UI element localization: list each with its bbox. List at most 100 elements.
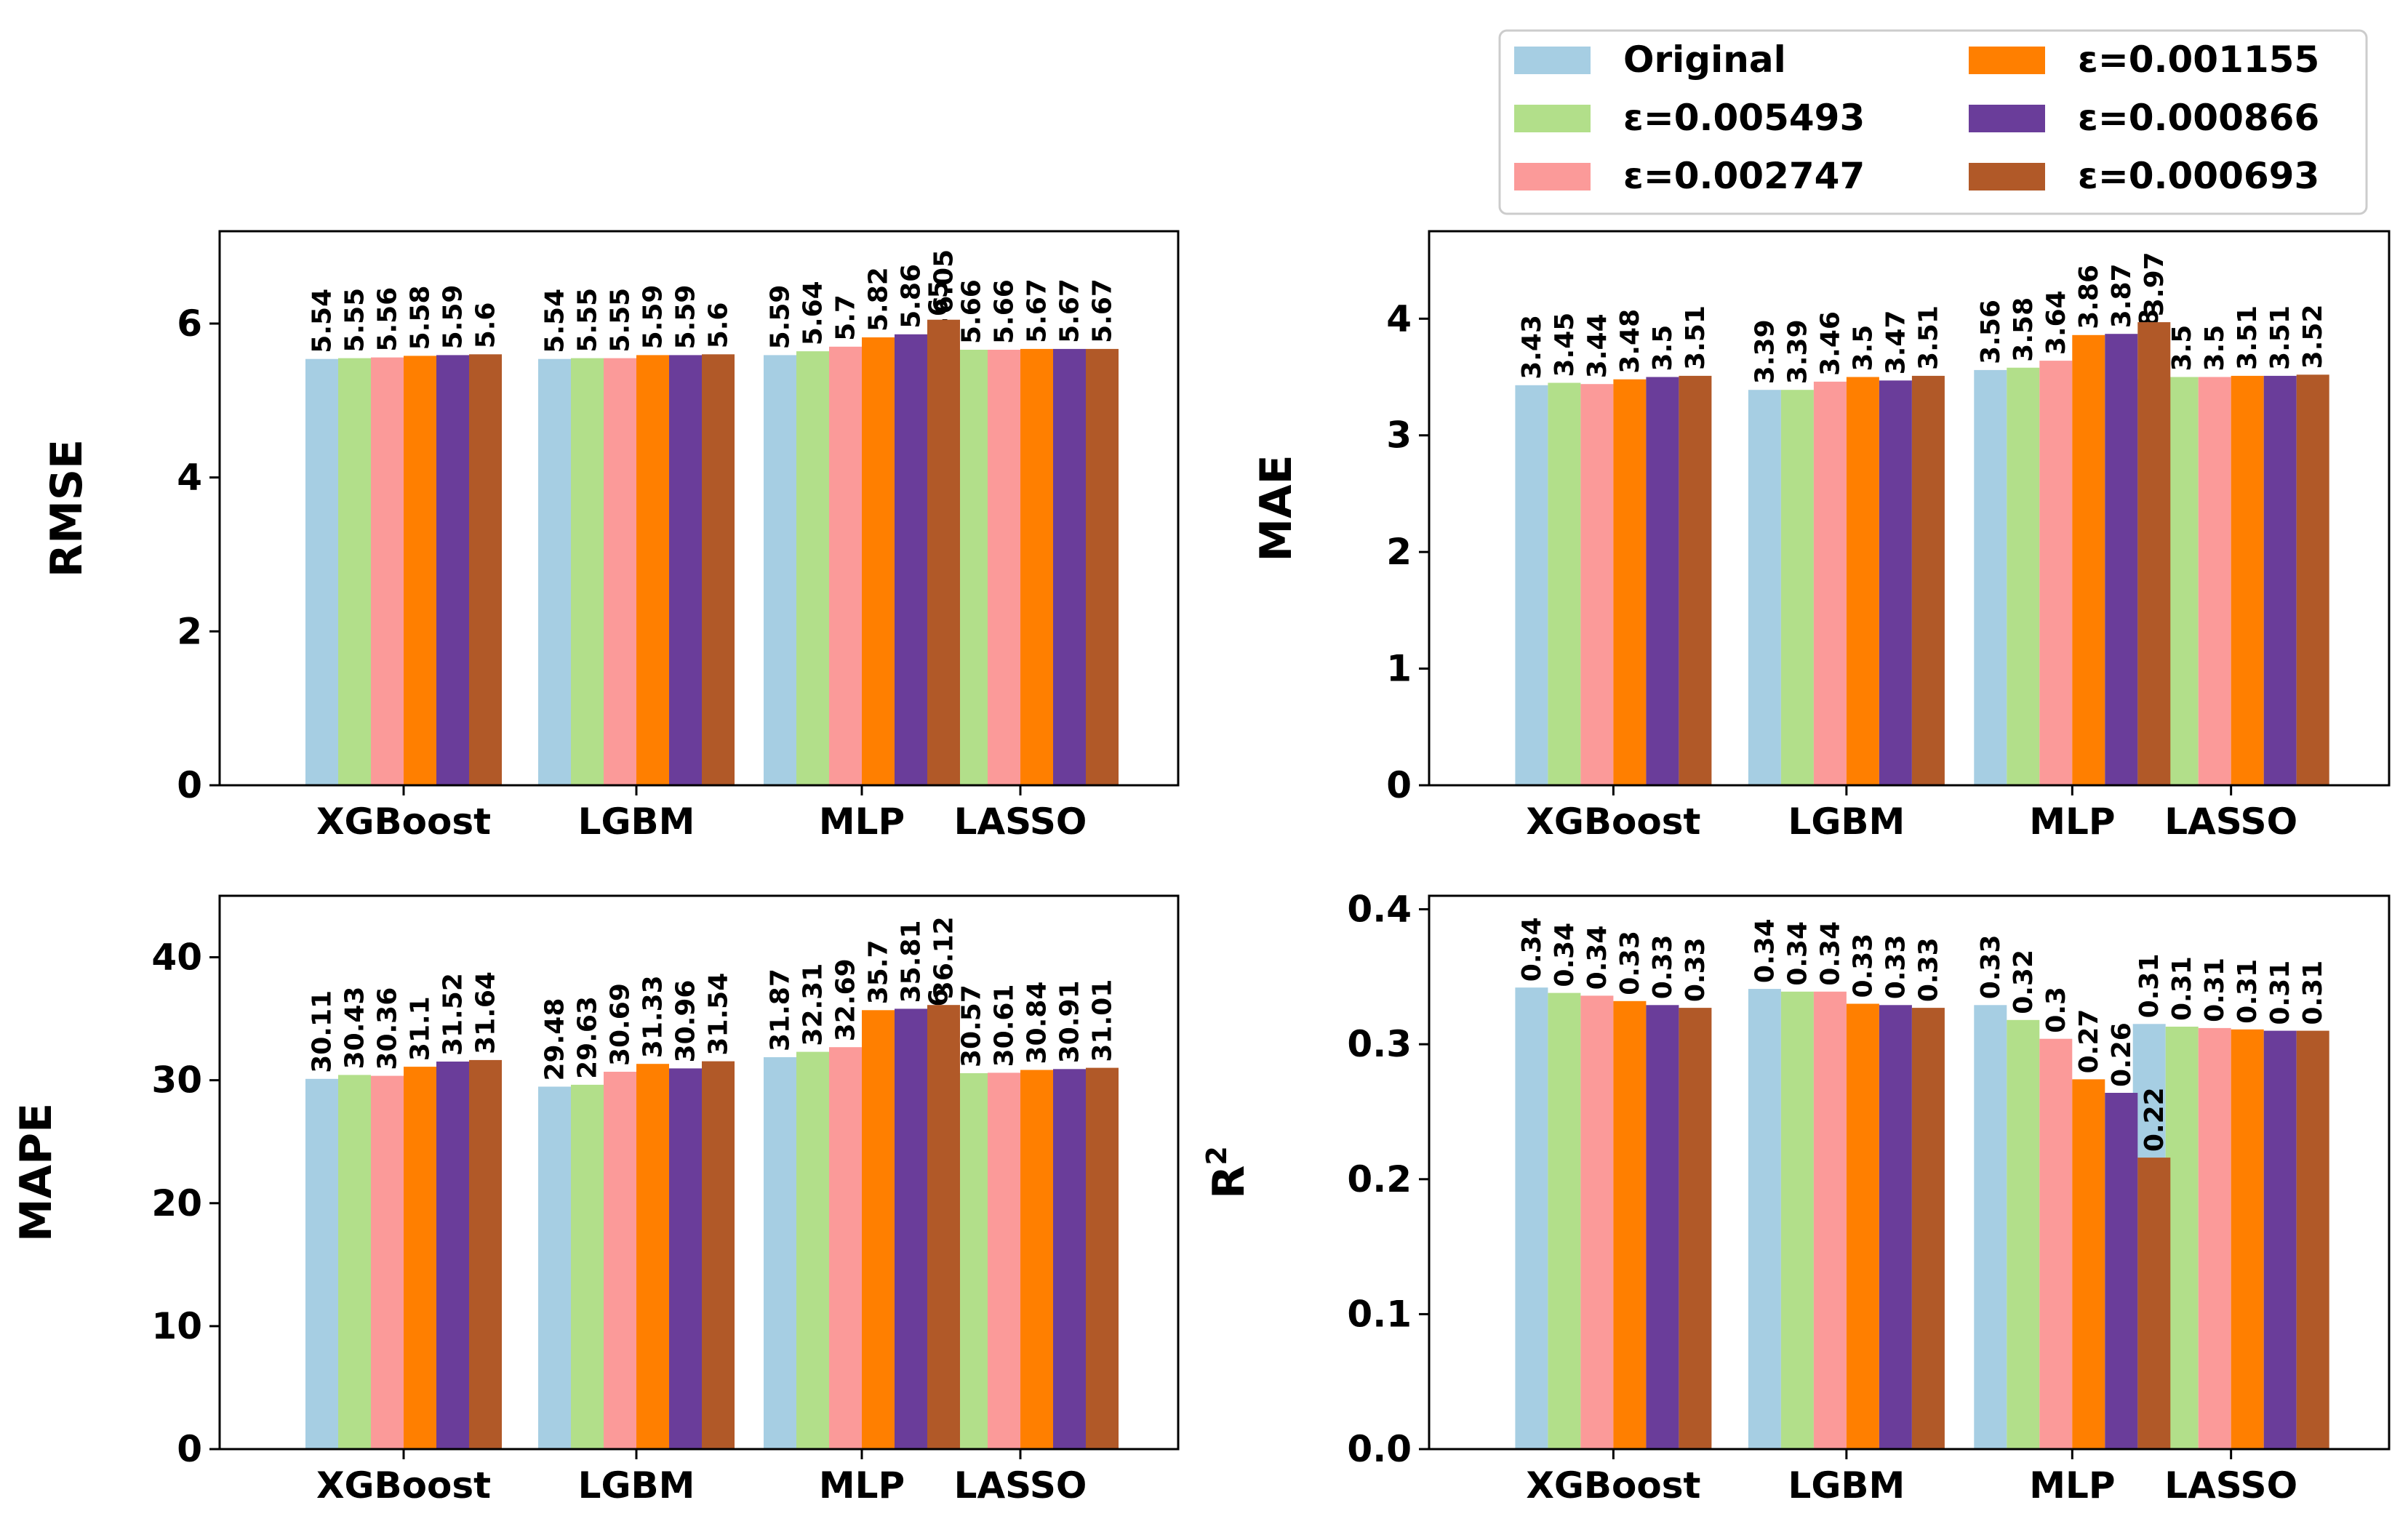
bar-mlp-series-2 — [829, 1047, 862, 1449]
bar-mlp-series-4 — [895, 1008, 927, 1449]
bar-xgboost-series-5 — [1679, 1008, 1712, 1449]
y-tick-label: 0.4 — [1347, 889, 1412, 931]
y-axis-title-text: MAE — [1251, 454, 1302, 561]
bar-value-label: 35.81 — [897, 921, 927, 1003]
chart-panel-1: 3.433.393.563.483.453.393.583.53.443.463… — [1251, 230, 2391, 843]
bar-value-label: 3.5 — [1848, 325, 1878, 372]
bar-xgboost-series-4 — [1646, 377, 1679, 785]
bar-xgboost-series-1 — [338, 1075, 371, 1449]
y-tick-label: 3 — [1386, 414, 1412, 457]
bar-value-label: 0.31 — [2135, 953, 2164, 1018]
plot-frame — [218, 230, 1180, 787]
legend-label-2: ε=0.002747 — [1623, 155, 1865, 197]
bar-value-label: 0.3 — [2041, 987, 2071, 1033]
bar-value-label: 5.6 — [704, 302, 734, 349]
bar-value-label: 0.34 — [1583, 926, 1612, 990]
bar-lgbm-series-2 — [1813, 991, 1847, 1449]
bar-lasso-series-2 — [988, 350, 1020, 785]
bar-lasso-series-4 — [1053, 1069, 1086, 1449]
bar-lasso-series-5 — [2296, 374, 2329, 785]
legend-label-4: ε=0.000866 — [2078, 97, 2319, 139]
x-tick-label: XGBoost — [316, 801, 491, 843]
y-tick-label: 0.2 — [1347, 1158, 1412, 1200]
bar-value-label: 0.33 — [1848, 934, 1878, 998]
legend-swatch-5 — [1969, 163, 2045, 190]
bar-lgbm-series-3 — [1846, 377, 1879, 785]
bar-value-label: 5.66 — [990, 279, 1020, 344]
bar-value-label: 0.34 — [1517, 917, 1547, 982]
bar-mlp-series-3 — [2072, 334, 2105, 785]
bar-lgbm-series-3 — [636, 355, 669, 785]
bar-value-label: 30.43 — [340, 987, 370, 1070]
bar-xgboost-series-1 — [1548, 992, 1581, 1449]
bar-value-label: 31.33 — [639, 975, 668, 1058]
bar-lasso-series-2 — [2198, 377, 2231, 785]
bar-mlp-series-3 — [862, 1010, 895, 1449]
bar-value-label: 30.91 — [1055, 980, 1085, 1063]
bar-lasso-series-3 — [2231, 1029, 2264, 1449]
bar-lgbm-series-0 — [538, 358, 571, 785]
bar-value-label: 0.33 — [1615, 931, 1645, 995]
bar-lgbm-series-2 — [1813, 381, 1847, 785]
bar-xgboost-series-1 — [1548, 382, 1581, 785]
bar-value-label: 0.32 — [2009, 950, 2039, 1014]
x-tick-label: MLP — [819, 801, 905, 843]
legend-swatch-2 — [1514, 163, 1591, 190]
bar-mlp-series-2 — [829, 346, 862, 786]
bar-value-label: 3.51 — [2233, 305, 2263, 370]
bar-xgboost-series-3 — [404, 356, 436, 785]
bar-lasso-series-1 — [955, 1073, 988, 1449]
chart-panel-3: 0.34 0.34 0.33 0.310.34 0.34 0.32 0.310.34 0.34… — [1201, 889, 2391, 1507]
bar-mlp-series-0 — [764, 1057, 796, 1449]
bar-lgbm-series-5 — [702, 1061, 735, 1449]
y-tick-label: 4 — [1386, 297, 1412, 340]
y-tick-label: 2 — [177, 610, 202, 652]
bar-value-label: 3.64 — [2041, 290, 2071, 355]
y-axis-title: R2 — [1201, 1146, 1255, 1199]
bar-value-label: 5.55 — [606, 288, 636, 353]
bar-lasso-series-3 — [2231, 375, 2264, 785]
bar-xgboost-series-4 — [436, 1062, 469, 1449]
bar-value-label: 3.52 — [2298, 304, 2328, 369]
bar-value-label: 5.59 — [766, 285, 796, 350]
bar-lasso-series-3 — [1020, 1070, 1053, 1449]
bar-value-label: 5.56 — [373, 287, 403, 352]
bar-lgbm-series-4 — [1879, 1005, 1912, 1449]
bar-lgbm-series-1 — [1780, 991, 1814, 1449]
bar-value-label: 3.51 — [1681, 305, 1711, 370]
bar-value-label: 3.51 — [1913, 305, 1943, 370]
bar-mlp-series-3 — [2072, 1079, 2105, 1449]
x-tick-label: LGBM — [1788, 801, 1905, 843]
bar-value-label: 35.7 — [864, 939, 894, 1004]
y-tick-label: 1 — [1386, 648, 1412, 690]
bar-value-label: 0.33 — [1913, 937, 1943, 1002]
bar-value-label: 6.05 — [929, 249, 959, 314]
bar-value-label: 36.12 — [929, 916, 959, 999]
x-tick-label: LASSO — [954, 1464, 1087, 1507]
bar-value-label: 5.7 — [831, 294, 861, 341]
bar-mlp-series-5 — [927, 1005, 960, 1449]
y-tick-label: 0 — [1386, 764, 1412, 806]
bar-lasso-series-5 — [1086, 1067, 1119, 1449]
y-tick-label: 2 — [1386, 531, 1412, 573]
chart-panel-0: 5.54 5.54 5.59 5.655.55 5.55 5.64 5.665.56 5.55… — [41, 230, 1180, 843]
bar-mlp-series-1 — [2007, 367, 2040, 785]
bar-xgboost-series-4 — [1646, 1005, 1679, 1449]
bar-value-label: 30.96 — [671, 980, 701, 1063]
y-tick-label: 30 — [151, 1059, 202, 1102]
bar-xgboost-series-0 — [305, 1078, 338, 1449]
y-axis-title: MAPE — [11, 1103, 62, 1242]
bar-value-label: 5.64 — [799, 281, 828, 345]
bar-value-label: 3.86 — [2074, 265, 2104, 329]
bar-value-label: 30.36 — [373, 987, 403, 1070]
bar-value-label: 3.44 — [1583, 313, 1612, 378]
bar-lgbm-series-3 — [1846, 1003, 1879, 1449]
x-tick-label: LASSO — [2164, 1464, 2297, 1507]
x-tick-label: LASSO — [2164, 801, 2297, 843]
bar-value-label: 3.45 — [1550, 313, 1580, 377]
bar-lgbm-series-2 — [604, 1072, 636, 1449]
bar-value-label: 30.11 — [308, 990, 337, 1073]
y-axis-title-text: R — [1204, 1166, 1255, 1199]
bar-value-label: 5.82 — [864, 267, 894, 332]
